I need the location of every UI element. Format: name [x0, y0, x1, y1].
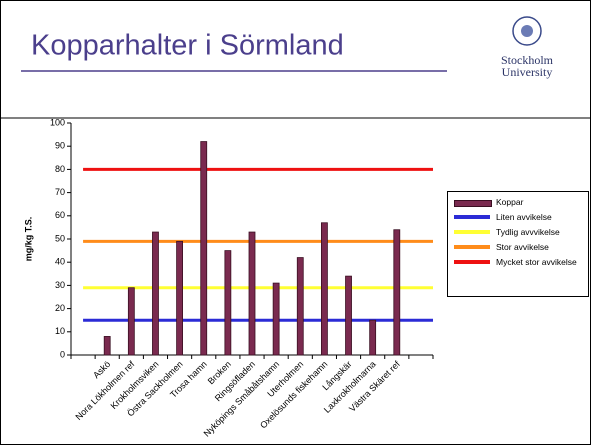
- logo-seal: [512, 16, 542, 46]
- bar: [345, 275, 352, 356]
- x-tick-label: Askö: [91, 359, 112, 380]
- slide-title: Kopparhalter i Sörmland: [31, 30, 344, 62]
- y-axis-label: mg/kg T.S.: [23, 217, 33, 262]
- y-tick-label: 90: [55, 141, 65, 151]
- y-tick-label: 40: [55, 257, 65, 267]
- legend: Koppar Liten avvikelse Tydlig avvvikelse St…: [447, 191, 589, 297]
- bar: [369, 319, 377, 356]
- legend-swatch: [454, 215, 490, 219]
- y-tick-label: 50: [55, 233, 65, 243]
- y-tick-label: 30: [55, 280, 65, 290]
- legend-label: Liten avvikelse: [496, 212, 552, 222]
- y-tick-label: 100: [50, 117, 65, 127]
- y-tick-label: 10: [55, 326, 65, 336]
- legend-swatch: [454, 260, 490, 264]
- y-tick-label: 70: [55, 187, 65, 197]
- bar: [200, 141, 208, 356]
- y-tick-label: 20: [55, 303, 65, 313]
- legend-swatch: [454, 230, 490, 234]
- legend-item: Liten avvikelse: [448, 212, 584, 222]
- bar: [103, 336, 111, 356]
- logo-text: Stockholm: [501, 53, 554, 67]
- legend-swatch: [454, 245, 490, 249]
- y-tick-label: 0: [60, 349, 65, 359]
- legend-item: Mycket stor avvikelse: [448, 257, 584, 267]
- bar: [224, 250, 232, 356]
- bar: [320, 222, 328, 356]
- bar: [272, 282, 280, 356]
- legend-label: Koppar: [496, 197, 524, 207]
- logo-emblem: [521, 25, 533, 37]
- bar: [296, 257, 304, 356]
- bar: [127, 287, 135, 356]
- legend-item: Koppar: [448, 197, 584, 207]
- legend-label: Stor avvikelse: [496, 242, 549, 252]
- legend-label: Tydlig avvvikelse: [496, 227, 560, 237]
- legend-swatch: [454, 200, 492, 207]
- bar: [152, 231, 159, 356]
- bar: [393, 229, 401, 356]
- logo-text: University: [502, 65, 553, 79]
- y-tick-label: 60: [55, 210, 65, 220]
- legend-item: Tydlig avvvikelse: [448, 227, 584, 237]
- legend-item: Stor avvikelse: [448, 242, 584, 252]
- bar: [176, 240, 184, 356]
- y-tick-label: 80: [55, 164, 65, 174]
- legend-label: Mycket stor avvikelse: [496, 257, 577, 267]
- bar: [248, 231, 256, 356]
